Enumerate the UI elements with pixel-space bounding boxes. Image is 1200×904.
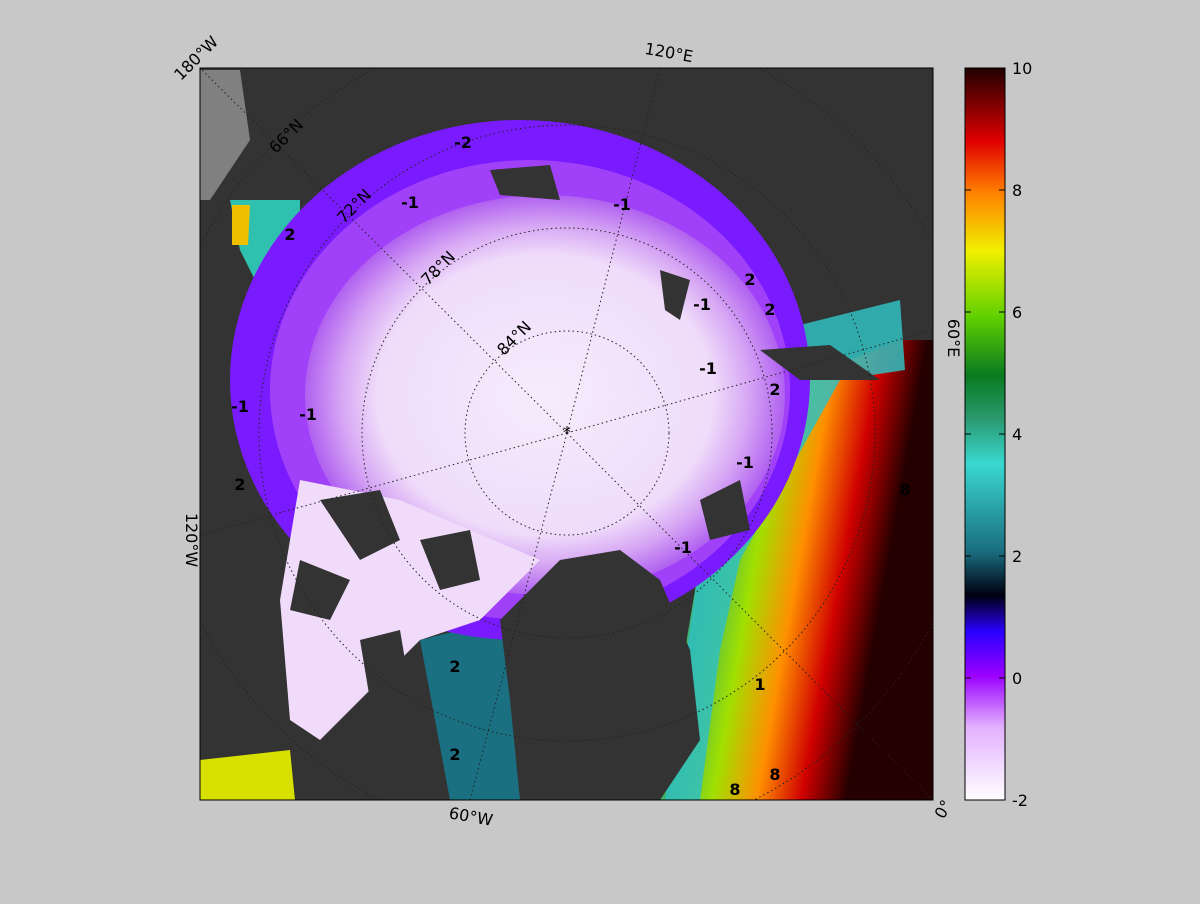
contour-label: 2 [764,300,775,319]
contour-label: 2 [769,380,780,399]
colorbar-tick-label: 4 [1012,425,1022,444]
meridians [200,68,933,800]
contour-label: -2 [454,133,472,152]
longitude-label: 60°W [448,803,495,829]
colorbar-tick-label: -2 [1012,791,1028,810]
colorbar-tick-label: 0 [1012,669,1022,688]
graticule-72 [258,124,876,742]
graticule-78 [361,227,773,639]
contour-label: 8 [899,480,910,499]
atlantic-water [660,340,933,800]
labrador-warm [200,750,295,800]
contour-label: 2 [744,270,755,289]
contour-label: -1 [613,195,631,214]
colorbar-tick-label: 10 [1012,59,1032,78]
contour-label: -1 [299,405,317,424]
contour-label: 2 [449,657,460,676]
contour-label: 2 [234,475,245,494]
contour-label: 2 [284,225,295,244]
longitude-label: 0° [930,797,956,822]
map-area: * [200,68,933,800]
contour-label: 8 [769,765,780,784]
contour-label: -1 [699,359,717,378]
contour-label: -1 [674,538,692,557]
colorbar-tick-label: 8 [1012,181,1022,200]
archipelago-water [280,480,540,740]
pole-marker: * [563,423,571,442]
longitude-label: 120°E [643,39,694,66]
contour-label: 8 [729,780,740,799]
land-shelf [200,70,250,200]
contour-label: 2 [449,745,460,764]
contour-label: -1 [693,295,711,314]
colorbar-tick-label: 6 [1012,303,1022,322]
longitude-label: 60°E [944,319,963,357]
bering-warm [232,205,250,245]
longitude-label: 120°W [182,513,201,568]
colorbar-tick-label: 2 [1012,547,1022,566]
graticule-84 [464,330,670,536]
contour-label: 1 [754,675,765,694]
contour-label: -1 [401,193,419,212]
greenland [500,550,700,800]
contour-label: -1 [231,397,249,416]
baffin-water [420,620,520,800]
contour-label: -1 [736,453,754,472]
islands [290,165,880,700]
map-frame [199,67,934,801]
